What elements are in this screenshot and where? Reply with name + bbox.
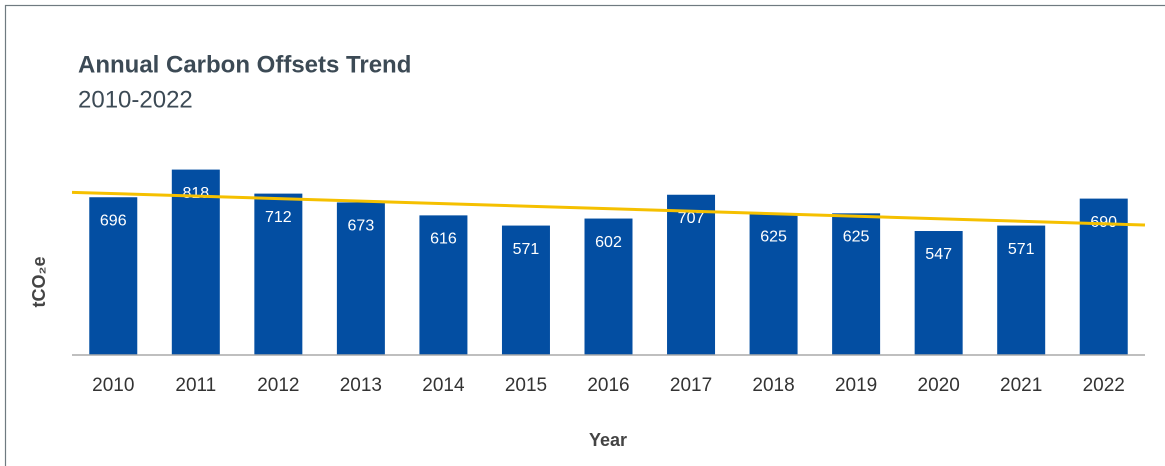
x-tick-label: 2010 (92, 375, 134, 396)
x-tick-label: 2011 (175, 375, 216, 396)
x-tick-label: 2020 (918, 375, 960, 396)
frame (4, 4, 1165, 466)
x-tick-label: 2012 (257, 375, 299, 396)
x-tick-label: 2018 (752, 375, 794, 396)
bar (501, 225, 550, 355)
data-label: 616 (430, 231, 457, 248)
x-tick-label: 2014 (422, 375, 465, 396)
bar (749, 213, 798, 355)
bar (254, 193, 303, 355)
data-label: 818 (182, 185, 209, 202)
bar (419, 215, 468, 355)
bar (584, 218, 633, 355)
data-label: 707 (678, 210, 705, 227)
data-label: 712 (265, 209, 292, 226)
data-label: 625 (760, 229, 787, 246)
bar (171, 169, 220, 355)
bar (336, 202, 385, 355)
bar (997, 225, 1046, 355)
x-axis-label: Year (589, 430, 627, 450)
y-axis-label: tCO₂e (29, 256, 49, 307)
x-tick-label: 2017 (670, 375, 712, 396)
trend-line (71, 190, 1146, 227)
data-label: 571 (513, 241, 540, 258)
x-tick-label: 2015 (505, 375, 547, 396)
data-label: 571 (1008, 241, 1035, 258)
bar (89, 197, 138, 355)
data-label: 602 (595, 234, 622, 251)
bar (832, 213, 881, 355)
chart-subtitle: 2010-2022 (78, 86, 193, 113)
chart-title: Annual Carbon Offsets Trend (78, 51, 411, 78)
data-label: 673 (348, 218, 375, 235)
bar (667, 194, 716, 355)
x-tick-label: 2022 (1083, 375, 1125, 396)
data-label: 696 (100, 212, 127, 229)
x-tick-label: 2019 (835, 375, 877, 396)
x-tick-label: 2016 (587, 375, 629, 396)
data-label: 625 (843, 229, 870, 246)
x-tick-label: 2013 (340, 375, 382, 396)
data-label: 547 (925, 246, 952, 263)
x-tick-label: 2021 (1000, 375, 1042, 396)
bar (914, 231, 963, 355)
